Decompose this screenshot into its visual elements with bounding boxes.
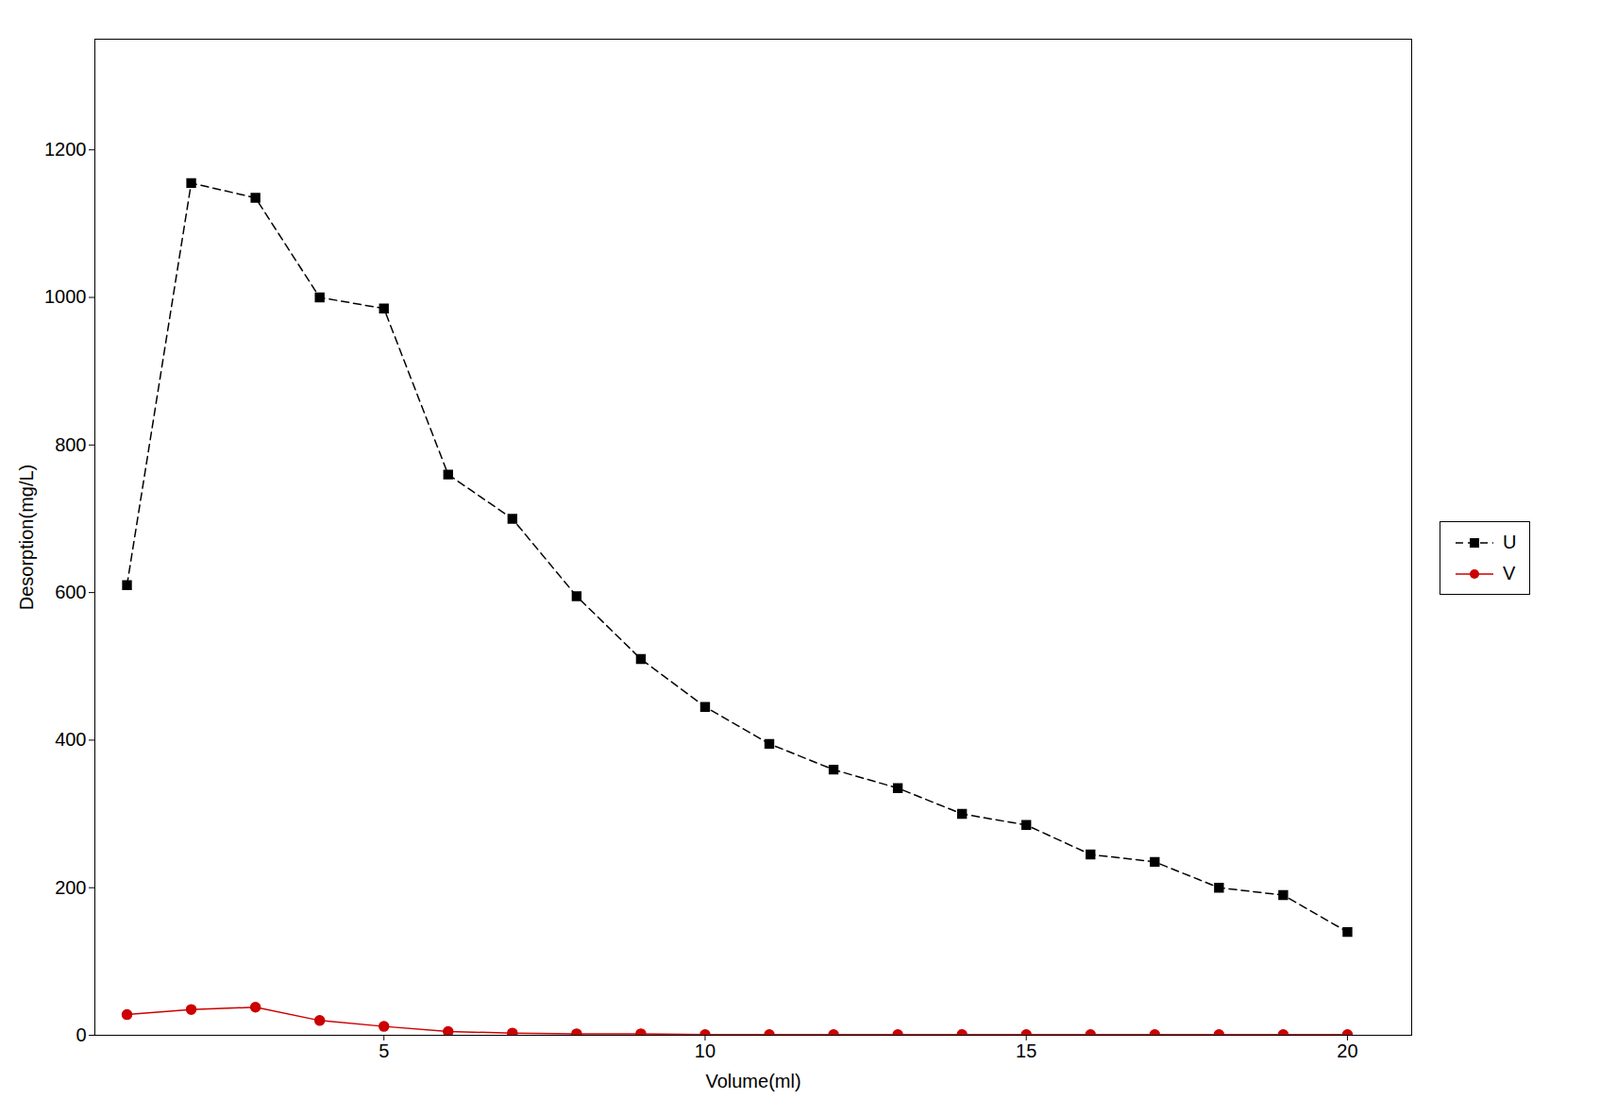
html-text:U: U	[1502, 531, 1517, 553]
svg-text:20: 20	[1336, 1040, 1358, 1062]
svg-text:10: 10	[694, 1040, 716, 1062]
svg-text:Volume(ml): Volume(ml)	[705, 1070, 801, 1092]
svg-text:600: 600	[54, 581, 86, 603]
svg-text:1000: 1000	[44, 286, 87, 307]
svg-text:0: 0	[75, 1024, 86, 1045]
svg-text:400: 400	[54, 728, 86, 750]
svg-text:200: 200	[54, 876, 86, 898]
svg-text:Desorption(mg/L): Desorption(mg/L)	[16, 464, 37, 611]
svg-text:1200: 1200	[44, 138, 87, 160]
svg-text:800: 800	[54, 434, 86, 455]
html-text:V: V	[1502, 562, 1516, 584]
svg-text:15: 15	[1015, 1040, 1037, 1062]
svg-text:5: 5	[378, 1040, 389, 1062]
